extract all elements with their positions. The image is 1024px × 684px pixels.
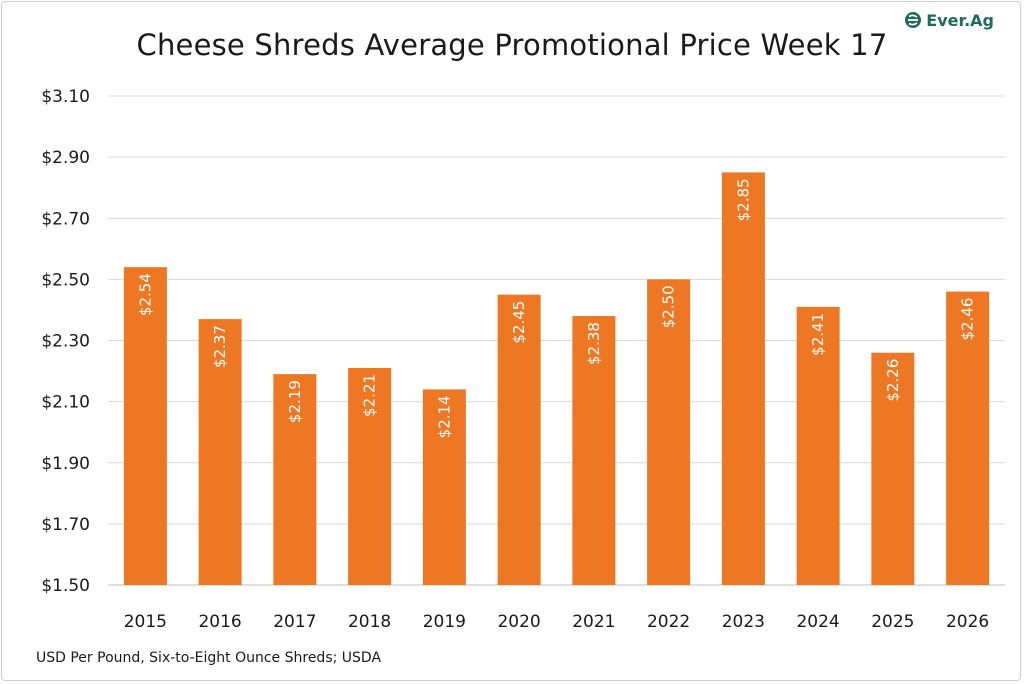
- data-label: $2.38: [585, 322, 603, 365]
- x-axis-ticks: 2015 2016 2017 2018 2019 2020 2021 2022 2023 2024…: [124, 612, 990, 632]
- gridlines: [108, 95, 1005, 586]
- data-label: $2.14: [435, 395, 453, 438]
- x-tick-label: 2017: [273, 612, 316, 632]
- y-tick-label: $1.50: [41, 576, 90, 596]
- bar: [497, 294, 541, 585]
- x-tick-label: 2020: [497, 612, 540, 632]
- data-label: $2.50: [660, 285, 678, 328]
- y-tick-label: $2.30: [41, 332, 90, 352]
- x-tick-label: 2019: [423, 612, 466, 632]
- bar: [273, 374, 317, 585]
- y-tick-label: $2.70: [41, 209, 90, 229]
- bar: [946, 291, 990, 585]
- chart-title: Cheese Shreds Average Promotional Price …: [136, 28, 888, 62]
- y-tick-label: $1.90: [41, 454, 90, 474]
- ever-ag-logo: Ever.Ag: [904, 8, 994, 32]
- y-tick-label: $2.50: [41, 270, 90, 290]
- x-tick-label: 2023: [722, 612, 765, 632]
- y-tick-label: $3.10: [41, 87, 90, 107]
- x-tick-label: 2022: [647, 612, 690, 632]
- x-tick-label: 2021: [572, 612, 615, 632]
- data-label: $2.45: [510, 301, 528, 344]
- y-tick-label: $2.10: [41, 393, 90, 413]
- bar: [796, 306, 840, 585]
- data-label: $2.21: [361, 374, 379, 417]
- y-tick-label: $2.90: [41, 148, 90, 168]
- bar: [721, 172, 765, 585]
- data-label: $2.19: [286, 380, 304, 423]
- x-tick-label: 2026: [946, 612, 989, 632]
- x-tick-label: 2025: [871, 612, 914, 632]
- bar: [348, 368, 392, 585]
- data-label: $2.41: [809, 313, 827, 356]
- x-tick-label: 2024: [796, 612, 839, 632]
- ever-ag-logo-text: Ever.Ag: [926, 10, 994, 30]
- data-labels: $2.54 $2.37 $2.19 $2.21 $2.14 $2.45 $2.38 $2.50…: [136, 178, 976, 438]
- bar: [123, 267, 167, 585]
- bar: [198, 319, 242, 585]
- bar: [572, 316, 616, 585]
- x-tick-label: 2018: [348, 612, 391, 632]
- bar: [647, 279, 691, 585]
- bars: [123, 172, 990, 585]
- bar: [422, 389, 466, 585]
- data-label: $2.54: [136, 273, 154, 316]
- source-note: USD Per Pound, Six-to-Eight Ounce Shreds…: [36, 650, 382, 666]
- bar: [871, 352, 915, 585]
- ever-ag-logo-icon: [905, 12, 922, 28]
- data-label: $2.85: [734, 178, 752, 221]
- data-label: $2.37: [211, 325, 229, 368]
- data-label: $2.26: [884, 359, 902, 402]
- x-tick-label: 2016: [198, 612, 241, 632]
- y-axis-ticks: $1.50 $1.70 $1.90 $2.10 $2.30 $2.50 $2.70 $2.90…: [41, 87, 90, 596]
- y-tick-label: $1.70: [41, 515, 90, 535]
- data-label: $2.46: [959, 298, 977, 341]
- x-tick-label: 2015: [124, 612, 167, 632]
